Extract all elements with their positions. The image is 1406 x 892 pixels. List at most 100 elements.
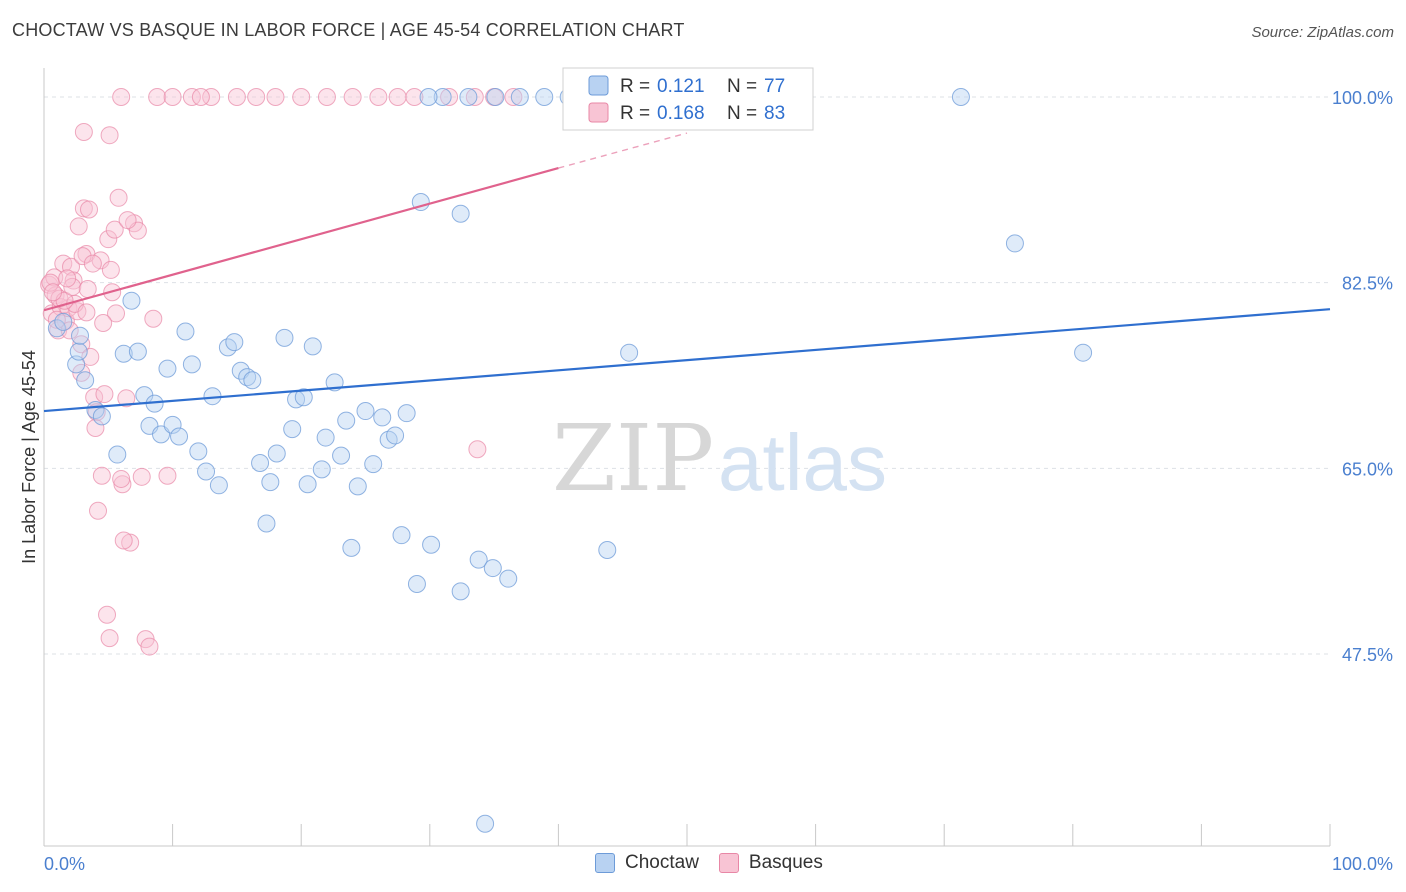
x-tick-label-min: 0.0% bbox=[44, 854, 85, 874]
legend-r-label-2: R = bbox=[620, 103, 650, 124]
choctaw-point bbox=[459, 88, 478, 106]
basques-point bbox=[95, 385, 114, 404]
legend-swatch-choctaw bbox=[588, 75, 609, 96]
choctaw-point bbox=[303, 337, 322, 356]
basques-point bbox=[163, 88, 182, 106]
basques-point bbox=[227, 88, 246, 106]
choctaw-point bbox=[275, 328, 294, 347]
basques-point bbox=[80, 200, 99, 219]
legend-n-label-2: N = bbox=[727, 103, 757, 124]
choctaw-point bbox=[47, 319, 66, 338]
basques-point bbox=[105, 220, 124, 239]
choctaw-point bbox=[1074, 343, 1093, 362]
choctaw-point bbox=[386, 426, 405, 445]
basques-swatch bbox=[718, 853, 739, 873]
choctaw-point bbox=[71, 326, 90, 345]
choctaw-point bbox=[469, 550, 488, 569]
choctaw-point bbox=[225, 333, 244, 352]
watermark: ZIP atlas bbox=[552, 405, 887, 512]
choctaw-point bbox=[486, 88, 505, 106]
basques-point bbox=[100, 126, 119, 145]
basques-point bbox=[247, 88, 266, 106]
legend-r-value-2: 0.168 bbox=[657, 103, 705, 124]
tick-labels: 47.5% 65.0% 82.5% 100.0% 0.0% 100.0% In Labor … bbox=[19, 88, 1393, 874]
choctaw-point bbox=[238, 368, 257, 387]
basques-point bbox=[78, 280, 97, 299]
basques-point bbox=[158, 466, 177, 485]
basques-point bbox=[89, 501, 108, 520]
choctaw-point bbox=[209, 476, 228, 495]
y-tick-label: 82.5% bbox=[1342, 274, 1393, 294]
choctaw-point bbox=[261, 473, 280, 492]
basques-point bbox=[44, 283, 63, 302]
choctaw-point bbox=[69, 342, 88, 361]
basques-point bbox=[112, 469, 131, 488]
choctaw-point bbox=[356, 402, 375, 421]
choctaw-point bbox=[598, 541, 617, 560]
basques-point bbox=[64, 271, 83, 290]
basques-label: Basques bbox=[748, 852, 823, 873]
basques-point bbox=[69, 217, 88, 236]
choctaw-point bbox=[54, 312, 73, 331]
basques-point bbox=[107, 304, 126, 323]
choctaw-point bbox=[108, 445, 127, 464]
choctaw-point bbox=[316, 428, 335, 447]
basques-point bbox=[77, 303, 96, 322]
choctaw-point bbox=[433, 88, 452, 106]
basques-point bbox=[92, 466, 111, 485]
basques-point bbox=[343, 88, 362, 106]
axes bbox=[43, 68, 1331, 847]
choctaw-point bbox=[182, 355, 201, 374]
basques-point bbox=[132, 467, 151, 486]
choctaw-point bbox=[397, 404, 416, 423]
choctaw-point bbox=[348, 477, 367, 496]
basques-point bbox=[182, 88, 201, 106]
choctaw-point bbox=[451, 582, 470, 601]
choctaw-point bbox=[337, 411, 356, 430]
y-tick-label: 100.0% bbox=[1332, 88, 1393, 108]
bottom-legend-choctaw[interactable]: Choctaw bbox=[595, 852, 699, 874]
choctaw-point bbox=[122, 291, 141, 310]
choctaw-point bbox=[257, 514, 276, 533]
choctaw-point bbox=[163, 415, 182, 434]
legend-n-value-1: 77 bbox=[764, 76, 785, 97]
choctaw-point bbox=[158, 359, 177, 378]
basques-point bbox=[68, 302, 87, 321]
choctaw-point bbox=[951, 88, 970, 106]
source-credit: Source: ZipAtlas.com bbox=[1251, 24, 1394, 41]
choctaw-points bbox=[47, 88, 1093, 833]
choctaw-point bbox=[483, 559, 502, 578]
basques-point bbox=[440, 88, 459, 106]
basques-point bbox=[73, 247, 92, 266]
basques-trend-extension bbox=[558, 132, 688, 169]
choctaw-point bbox=[407, 574, 426, 593]
basques-point bbox=[81, 347, 100, 366]
basques-point bbox=[74, 199, 93, 218]
basques-point bbox=[101, 260, 120, 279]
choctaw-point bbox=[312, 460, 331, 479]
choctaw-point bbox=[332, 446, 351, 465]
basques-points bbox=[40, 88, 523, 656]
legend-box: R = 0.121 N = 77 R = 0.168 N = 83 bbox=[562, 67, 814, 131]
basques-point bbox=[74, 123, 93, 142]
choctaw-point bbox=[510, 88, 529, 106]
choctaw-point bbox=[251, 454, 270, 473]
choctaw-point bbox=[152, 425, 171, 444]
y-tick-label: 65.0% bbox=[1342, 459, 1393, 479]
watermark-zip: ZIP bbox=[552, 405, 714, 512]
y-tick-label: 47.5% bbox=[1342, 645, 1393, 665]
bottom-legend: Choctaw Basques bbox=[595, 852, 823, 874]
x-tick-label-max: 100.0% bbox=[1332, 854, 1393, 874]
basques-trend-line bbox=[43, 167, 559, 312]
basques-point bbox=[202, 88, 221, 106]
choctaw-point bbox=[243, 371, 262, 390]
choctaw-point bbox=[1005, 234, 1024, 253]
basques-point bbox=[83, 254, 102, 273]
trend-lines bbox=[43, 132, 1331, 413]
chart-title: CHOCTAW VS BASQUE IN LABOR FORCE | AGE 4… bbox=[12, 20, 685, 40]
choctaw-point bbox=[535, 88, 554, 106]
choctaw-point bbox=[294, 388, 313, 407]
choctaw-point bbox=[231, 361, 250, 380]
legend-n-value-2: 83 bbox=[764, 103, 785, 124]
bottom-legend-basques[interactable]: Basques bbox=[718, 852, 823, 874]
